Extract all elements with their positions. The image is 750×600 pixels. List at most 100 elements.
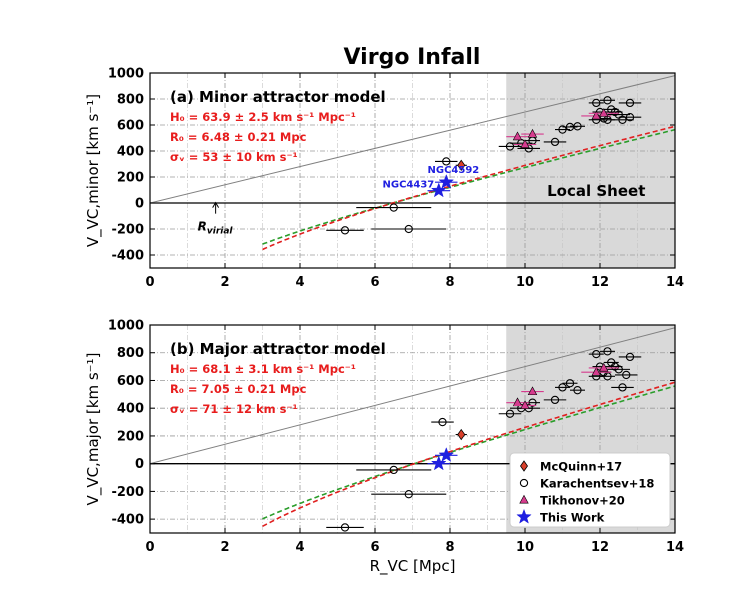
legend-marker xyxy=(516,508,532,524)
data-point xyxy=(614,365,623,374)
data-point xyxy=(625,352,635,362)
data-point xyxy=(438,417,447,427)
legend-entry-label: Karachentsev+18 xyxy=(540,477,654,491)
x-tick-label: 10 xyxy=(516,275,534,290)
y-axis-label: V_VC,minor [km s⁻¹] xyxy=(84,94,103,247)
fit-parameter: R₀ = 7.05 ± 0.21 Mpc xyxy=(170,382,307,396)
y-tick-label: 1000 xyxy=(108,67,144,82)
data-point xyxy=(603,372,612,381)
data-point xyxy=(389,203,398,212)
series-tikhonov-20 xyxy=(506,108,619,148)
data-point xyxy=(558,125,567,134)
panel-b: (b) Major attractor model H₀ = 68.1 ± 3.1… xyxy=(84,319,684,577)
data-point xyxy=(527,386,538,396)
y-tick-label: 400 xyxy=(117,402,144,417)
y-tick-label: 800 xyxy=(117,93,144,108)
rvirial-subscript: virial xyxy=(207,227,234,237)
x-tick-label: 6 xyxy=(370,540,379,555)
x-tick-label: 14 xyxy=(666,540,684,555)
data-point xyxy=(430,455,447,471)
data-point xyxy=(618,115,627,124)
panel-label: (a) Minor attractor model xyxy=(170,88,386,106)
y-tick-label: 0 xyxy=(135,457,144,472)
local-sheet-shading xyxy=(506,73,675,268)
data-point xyxy=(442,157,451,166)
series-this-work xyxy=(427,173,458,198)
y-tick-label: 1000 xyxy=(108,319,144,334)
data-point xyxy=(591,366,601,376)
data-point xyxy=(558,383,567,392)
y-tick-label: 600 xyxy=(117,374,144,389)
series-mcquinn-17 xyxy=(455,428,467,441)
data-point xyxy=(527,128,538,138)
y-tick-label: 0 xyxy=(135,197,144,212)
rvirial-label: Rvirial xyxy=(198,220,234,237)
chart-title: Virgo Infall xyxy=(344,45,481,70)
data-point xyxy=(340,523,350,532)
x-tick-label: 0 xyxy=(145,540,154,555)
data-point xyxy=(404,224,413,234)
data-point xyxy=(573,386,582,395)
x-tick-label: 8 xyxy=(445,540,454,555)
data-point xyxy=(603,347,612,356)
x-tick-label: 10 xyxy=(516,540,534,555)
data-point xyxy=(622,370,631,380)
fit-parameter: σᵥ = 53 ± 10 km s⁻¹ xyxy=(170,150,298,164)
data-point xyxy=(505,409,515,418)
data-point xyxy=(457,159,466,171)
data-point xyxy=(550,395,560,405)
x-tick-label: 2 xyxy=(220,540,229,555)
rvirial-arrowhead xyxy=(212,201,220,208)
data-point xyxy=(592,98,601,108)
series-this-work xyxy=(427,447,458,471)
data-point xyxy=(512,131,523,141)
fit-parameter: R₀ = 6.48 ± 0.21 Mpc xyxy=(170,130,307,144)
data-point xyxy=(520,139,530,148)
data-point xyxy=(520,400,530,409)
data-point xyxy=(389,465,398,475)
data-point xyxy=(625,113,635,122)
series-karachentsev-18 xyxy=(326,347,642,532)
y-tick-label: 400 xyxy=(117,145,144,160)
legend-box xyxy=(509,452,671,528)
x-tick-label: 12 xyxy=(591,540,609,555)
y-tick-label: 600 xyxy=(117,119,144,134)
data-point xyxy=(603,96,612,105)
data-point xyxy=(625,98,635,108)
series-tikhonov-20 xyxy=(506,362,619,409)
legend-marker xyxy=(520,460,528,472)
plot-area xyxy=(150,73,675,268)
panel-label: (b) Major attractor model xyxy=(170,340,386,358)
x-tick-label: 4 xyxy=(295,540,304,555)
data-point xyxy=(550,137,560,147)
plot-frame xyxy=(149,72,676,269)
legend-marker xyxy=(519,478,529,488)
data-point xyxy=(404,490,413,499)
legend-entry-label: McQuinn+17 xyxy=(540,460,622,474)
y-tick-label: -200 xyxy=(111,223,144,238)
data-point xyxy=(599,108,609,117)
x-tick-label: 14 xyxy=(666,275,684,290)
plot-frame xyxy=(149,324,676,534)
data-point xyxy=(528,398,537,407)
y-tick-label: 200 xyxy=(117,171,144,186)
y-tick-label: 200 xyxy=(117,429,144,444)
model-curve-green xyxy=(262,128,675,245)
data-point xyxy=(438,447,455,463)
y-tick-label: -400 xyxy=(111,249,144,264)
data-point xyxy=(430,182,447,198)
panel-a: NGC4592 NGC4437 Rvirial Local Sheet (a) Mino… xyxy=(84,67,684,291)
local-sheet-label: Local Sheet xyxy=(547,182,645,200)
x-tick-label: 2 xyxy=(220,275,229,290)
hubble-flow-line xyxy=(150,75,675,204)
data-point xyxy=(565,379,575,388)
y-tick-label: -200 xyxy=(111,485,144,500)
data-point xyxy=(340,226,350,235)
hubble-flow-line xyxy=(150,327,675,465)
x-axis-label: R_VC [Mpc] xyxy=(370,557,456,576)
y-tick-label: -400 xyxy=(111,513,144,528)
model-curve-red xyxy=(262,381,675,528)
data-point xyxy=(438,173,455,189)
legend-entry-label: Tikhonov+20 xyxy=(540,494,625,508)
